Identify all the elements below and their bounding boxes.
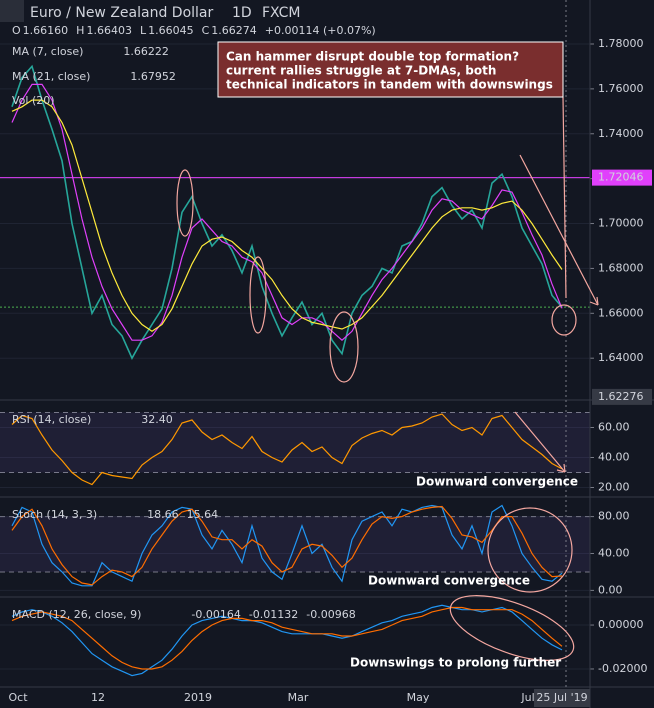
y-tick-label: 1.78000	[598, 37, 644, 50]
legend-value: 1.66222	[123, 45, 169, 58]
legend-value: 18.66	[147, 508, 179, 521]
ohlc-label: C	[202, 24, 210, 37]
x-tick-label: 2019	[184, 691, 212, 704]
symbol-name: Euro / New Zealand Dollar	[30, 5, 214, 21]
data-layer	[0, 64, 590, 677]
y-tick-label: 60.00	[598, 421, 630, 434]
legend-title: RSI (14, close)	[12, 413, 91, 426]
y-tick-label: 1.70000	[598, 217, 644, 230]
annotation-text: current rallies struggle at 7-DMAs, both	[226, 64, 496, 78]
ohlc-label: L	[140, 24, 147, 37]
annotation-text: technical indicators in tandem with down…	[226, 78, 553, 92]
legend-value: -0.00164	[191, 608, 240, 621]
x-tick-label: May	[407, 691, 430, 704]
ohlc-label: O	[12, 24, 21, 37]
annotation-text: Can hammer disrupt double top formation?	[226, 50, 519, 64]
volume-label: Vol (20)	[12, 94, 55, 107]
arrow	[562, 96, 567, 299]
x-tick-label: 25 Jul '19	[536, 691, 587, 704]
y-tick-label: 40.00	[598, 546, 630, 559]
legend-value: -0.01132	[249, 608, 298, 621]
x-tick-label: Jul	[520, 691, 534, 704]
legend-value: 32.40	[141, 413, 173, 426]
series-line	[11, 504, 563, 587]
ellipse	[329, 311, 359, 383]
series-line	[11, 413, 563, 486]
series-line	[11, 606, 563, 670]
ellipse	[249, 256, 267, 334]
band-fill	[0, 412, 590, 473]
arrow-head	[556, 296, 599, 473]
y-tick-label: 80.00	[598, 510, 630, 523]
arrow	[519, 154, 599, 306]
y-tick-label: 1.74000	[598, 127, 644, 140]
legend-value: -0.00968	[306, 608, 355, 621]
series-line	[11, 83, 563, 342]
legend-layer: 1.640001.660001.680001.700001.720001.740…	[8, 37, 652, 707]
y-tick-label: 1.68000	[598, 261, 644, 274]
x-tick-label: Mar	[288, 691, 309, 704]
crosshair-label: 1.62276	[598, 390, 644, 403]
price-label: 1.72046	[598, 171, 644, 184]
y-tick-label: -0.02000	[598, 662, 647, 675]
series-line	[11, 64, 563, 360]
ohlc-row: O 1.66160 H 1.66403 L 1.66045 C 1.66274 +0.00114…	[12, 24, 376, 37]
y-tick-label: 40.00	[598, 451, 630, 464]
data-source: FXCM	[262, 5, 300, 21]
x-cursor-box	[534, 689, 590, 707]
price-label-box	[592, 169, 652, 186]
legend-name: MA (21, close)	[12, 70, 90, 83]
arrow	[514, 411, 566, 473]
series-line	[11, 99, 563, 333]
y-tick-label: 1.66000	[598, 306, 644, 319]
legend-value: 15.64	[187, 508, 219, 521]
ellipse	[487, 507, 573, 593]
ohlc-value: 1.66160	[23, 24, 69, 37]
annotation-text: Downswings to prolong further	[350, 656, 561, 670]
crosshair-label-box	[592, 388, 652, 405]
annotation-text: Downward convergence	[368, 574, 530, 588]
ohlc-label: H	[76, 24, 84, 37]
y-tick-label: 0.00000	[598, 618, 644, 631]
series-line	[11, 505, 563, 586]
ohlc-value: 1.66274	[211, 24, 257, 37]
ellipse	[176, 169, 194, 237]
symbol-icon[interactable]	[0, 0, 24, 22]
ellipse	[551, 304, 577, 336]
ohlc-value: 1.66403	[86, 24, 132, 37]
annotation-shapes	[176, 96, 599, 661]
legend-title: MACD (12, 26, close, 9)	[12, 608, 141, 621]
legend-title: Stoch (14, 3, 3)	[12, 508, 97, 521]
y-tick-label: 1.76000	[598, 82, 644, 95]
y-tick-label: 20.00	[598, 481, 630, 494]
y-tick-label: 1.64000	[598, 351, 644, 364]
annotation-text: Downward convergence	[416, 475, 578, 489]
y-tick-label: 0.00	[598, 583, 623, 596]
price-change: +0.00114 (+0.07%)	[265, 24, 376, 37]
x-tick-label: 12	[91, 691, 105, 704]
ellipse	[449, 595, 575, 661]
ohlc-value: 1.66045	[148, 24, 194, 37]
legend-value: 1.67952	[130, 70, 176, 83]
annotation-box	[217, 41, 564, 98]
legend-name: MA (7, close)	[12, 45, 83, 58]
interval: 1D	[232, 5, 252, 21]
x-tick-label: Oct	[8, 691, 28, 704]
